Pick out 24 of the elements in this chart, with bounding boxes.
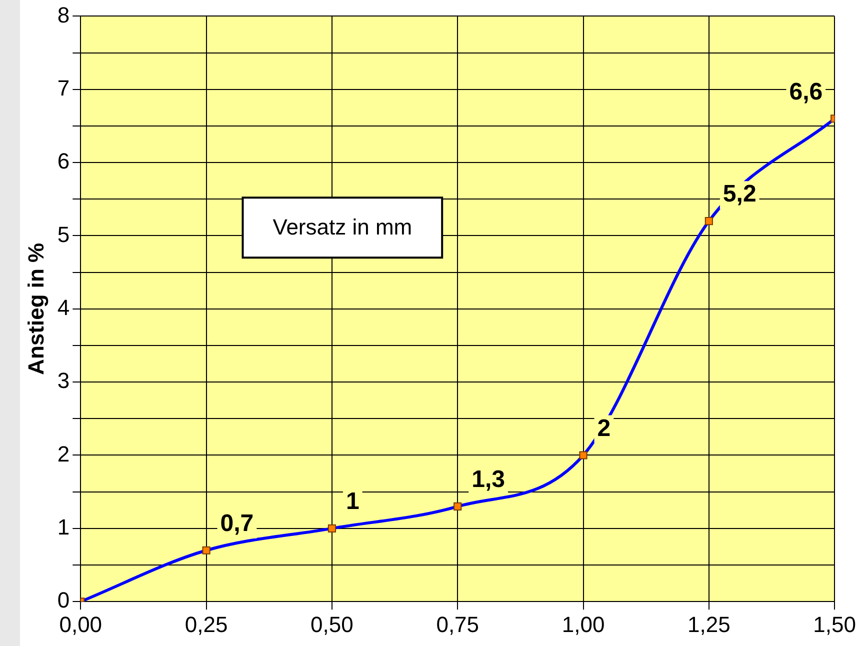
x-tick-label: 0,50 bbox=[310, 612, 354, 637]
y-tick-label: 3 bbox=[57, 368, 70, 394]
x-tick-label: 0,25 bbox=[184, 612, 228, 637]
text: 6,6 bbox=[789, 78, 823, 106]
y-tick-label: 8 bbox=[57, 2, 70, 28]
text: 1 bbox=[346, 488, 360, 516]
y-tick-label: 4 bbox=[57, 294, 70, 320]
y-tick-label: 1 bbox=[57, 514, 70, 540]
x-tick-label: 0,75 bbox=[436, 612, 480, 637]
x-tick-label: 1,25 bbox=[688, 612, 730, 637]
x-tick-label: 1,50 bbox=[813, 612, 856, 637]
y-tick-label: 2 bbox=[57, 441, 70, 466]
y-tick-label: 0 bbox=[57, 588, 70, 613]
text: 0,7 bbox=[220, 510, 254, 538]
y-tick-label: 6 bbox=[57, 148, 70, 174]
x-axis-title: Versatz in mm bbox=[272, 214, 412, 240]
text: 1,3 bbox=[472, 466, 505, 494]
x-tick-label: 0,00 bbox=[59, 612, 102, 637]
x-tick-label: 1,00 bbox=[562, 612, 605, 637]
y-axis-title: Anstieg in % bbox=[23, 242, 48, 375]
y-tick-label: 7 bbox=[57, 75, 70, 100]
text: 5,2 bbox=[722, 180, 756, 208]
text: 2 bbox=[597, 414, 611, 442]
y-tick-label: 5 bbox=[57, 222, 70, 247]
